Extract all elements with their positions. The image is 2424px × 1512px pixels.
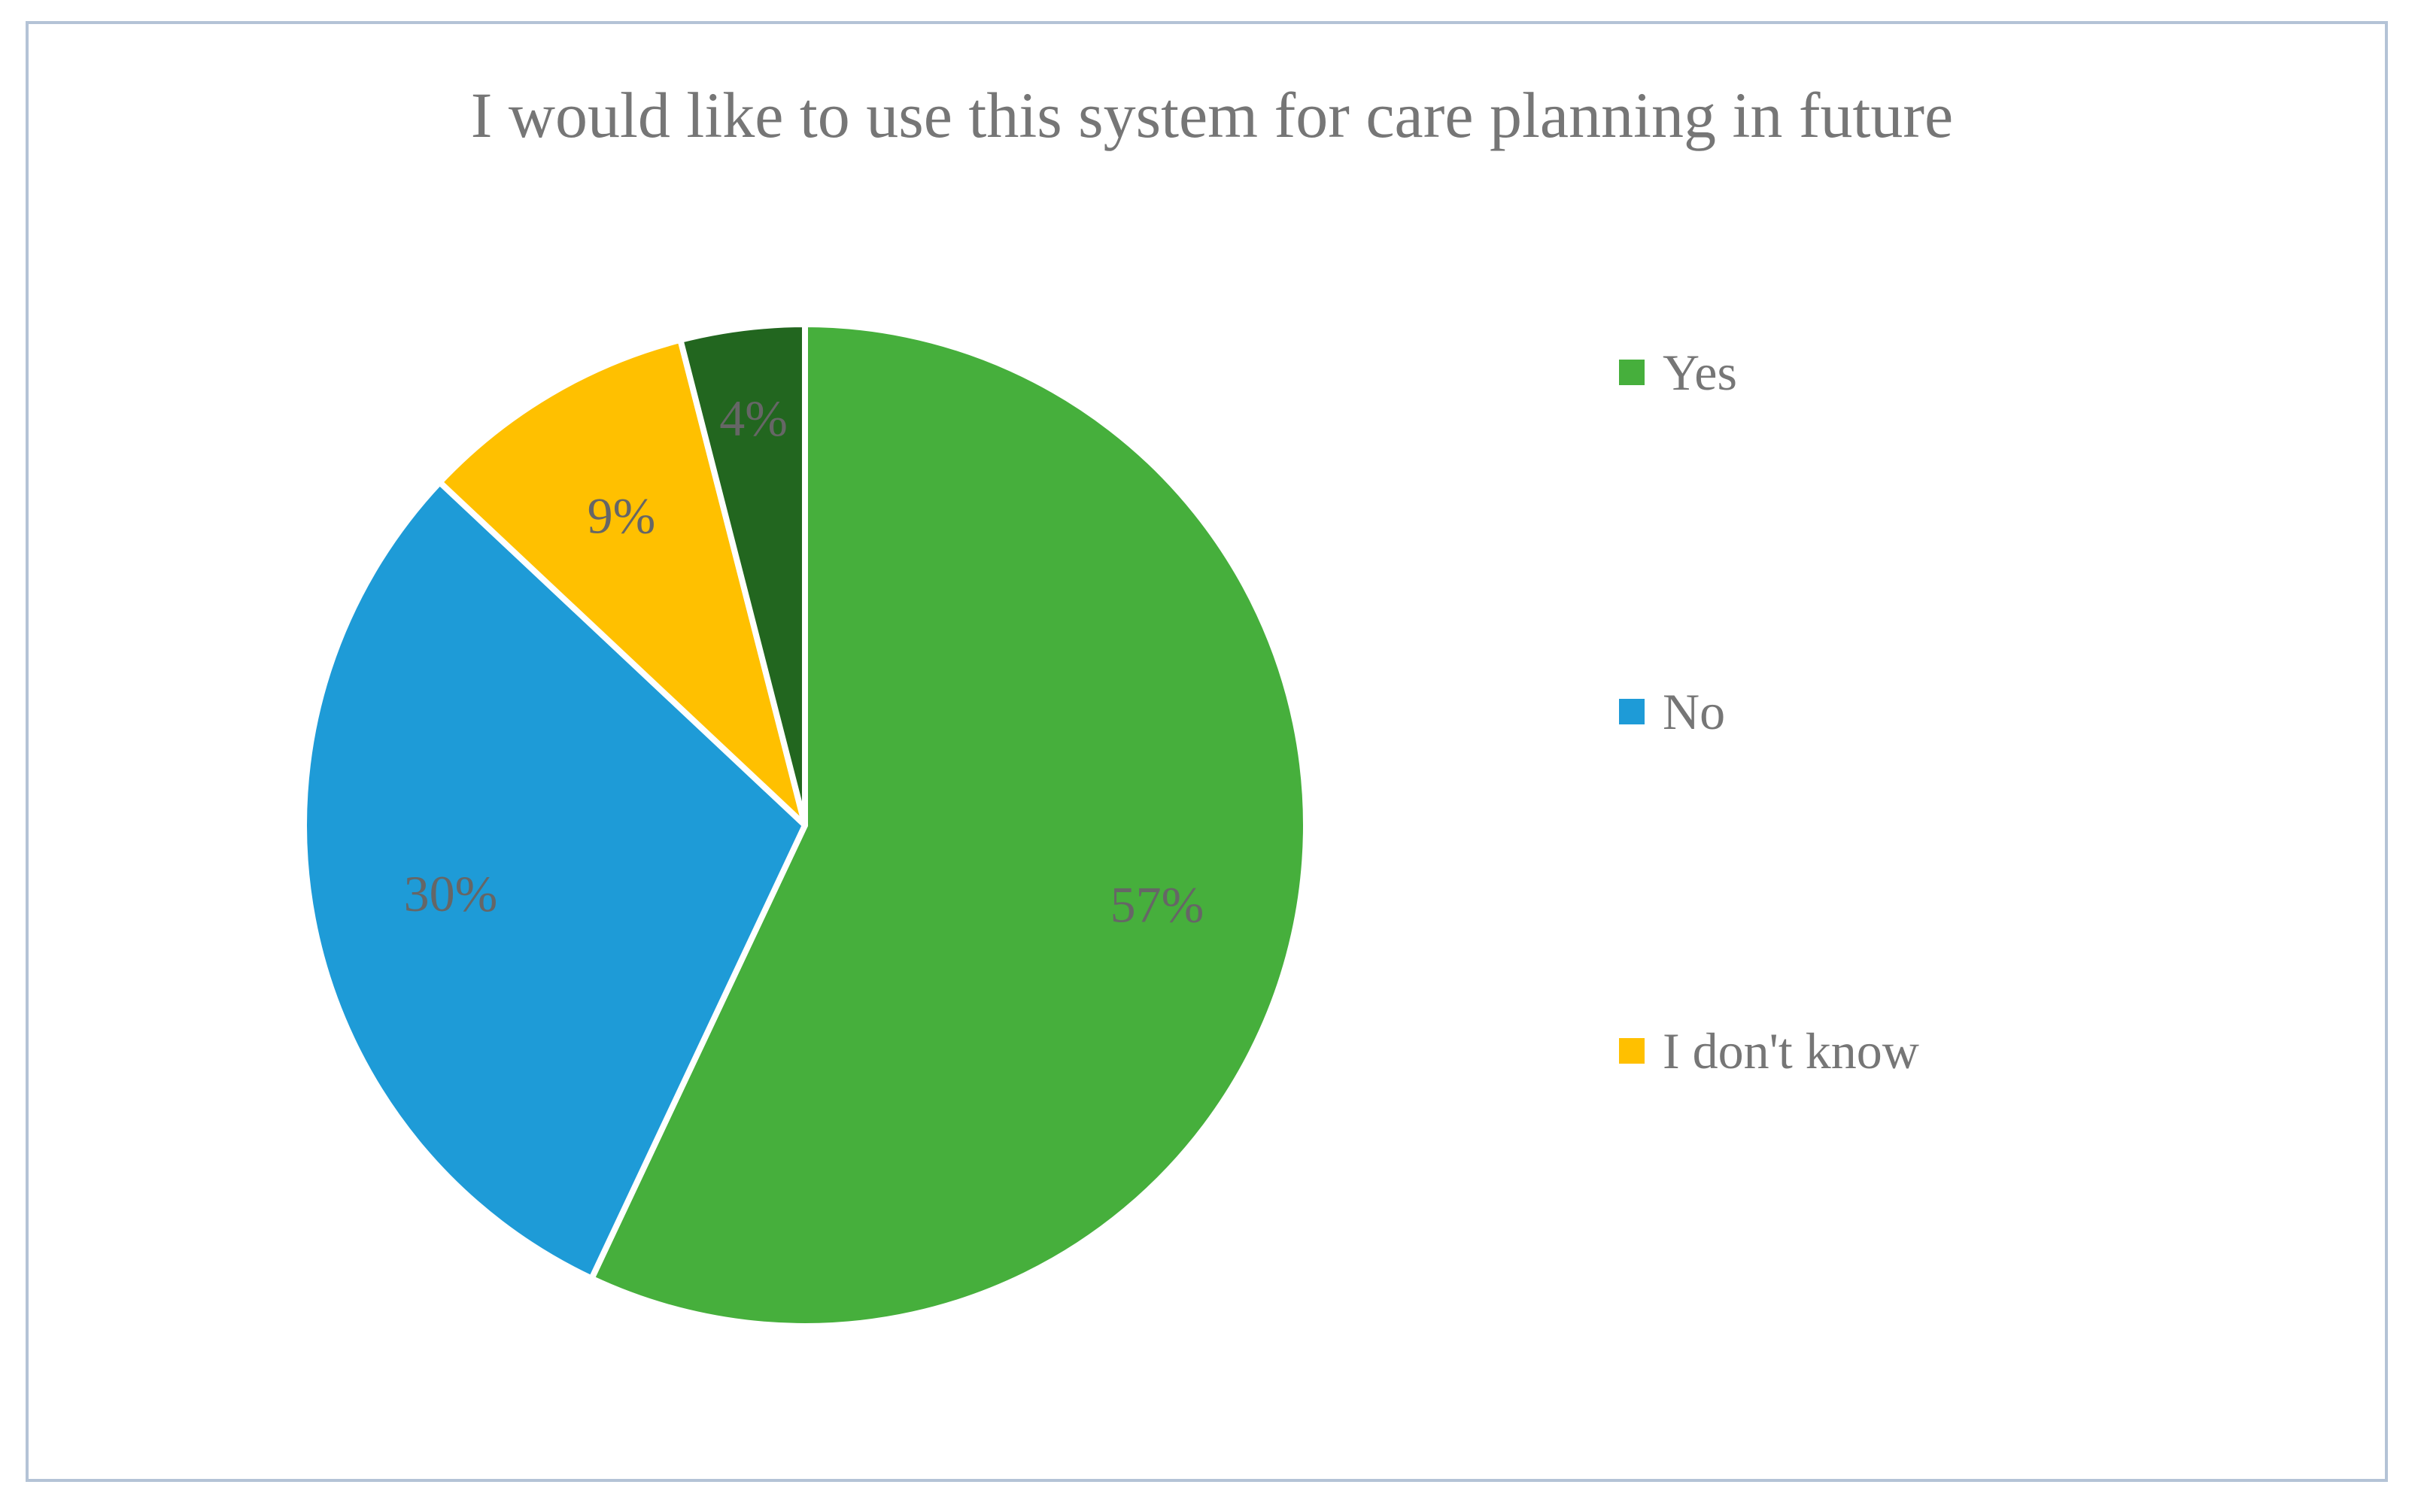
data-label-no: 30% xyxy=(404,865,498,922)
data-label-i-don-t-know: 9% xyxy=(588,487,656,544)
legend-label-no: No xyxy=(1663,683,1725,740)
pie-slice-yes xyxy=(588,321,1309,1329)
pie-slice-i-don-t-know xyxy=(436,336,808,828)
chart-title: I would like to use this system for care… xyxy=(471,79,1953,151)
data-label-yes: 57% xyxy=(1110,876,1204,934)
legend: Yes No I don't know xyxy=(1619,344,1919,1079)
legend-swatch-i-don-t-know xyxy=(1619,1038,1645,1064)
legend-swatch-no xyxy=(1619,699,1645,724)
data-label-unlabeled-3: 4% xyxy=(719,390,788,447)
pie-data-labels: 57% 30% 9% 4% xyxy=(404,390,1204,933)
pie-slice-unlabeled-3 xyxy=(677,321,808,828)
legend-swatch-yes xyxy=(1619,360,1645,385)
pie-slice-no xyxy=(301,479,808,1282)
legend-label-i-don-t-know: I don't know xyxy=(1663,1022,1919,1079)
pie-slices xyxy=(301,321,1309,1329)
legend-label-yes: Yes xyxy=(1663,344,1737,401)
